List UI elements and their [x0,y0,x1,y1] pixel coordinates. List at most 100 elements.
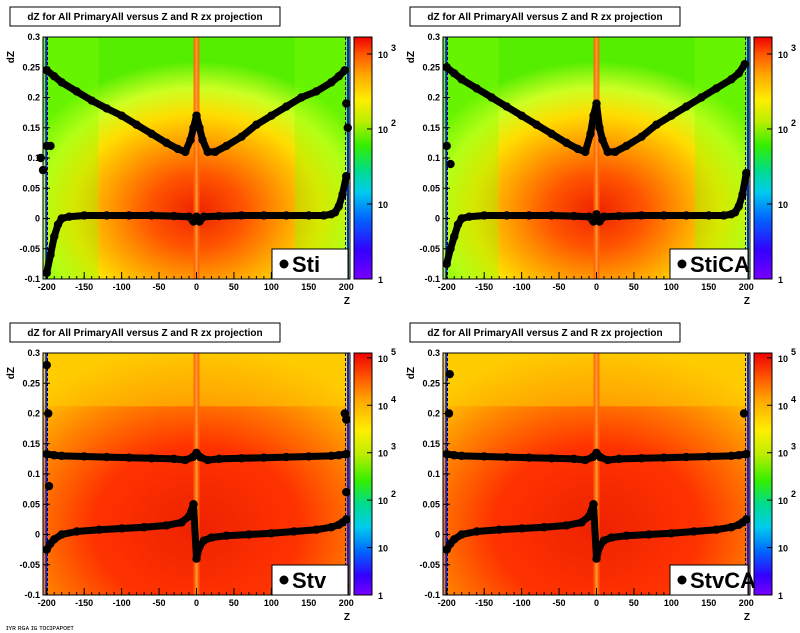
series-trace [443,169,750,268]
y-tick-label: 0 [435,214,440,224]
x-tick-label: 150 [701,282,716,292]
x-axis-label: Z [344,296,350,307]
y-tick-label: -0.05 [19,560,40,570]
series-trace [443,500,750,563]
data-point [444,409,454,418]
y-tick-label: -0.05 [19,244,40,254]
z-tick-exponent: 5 [391,347,396,357]
x-tick-label: 100 [264,598,279,608]
data-point [442,141,451,151]
legend-label: StvCA [690,568,756,593]
y-tick-label: 0.2 [27,93,40,103]
series-trace [443,449,750,464]
x-tick-label: -100 [513,282,531,292]
x-tick-label: -150 [75,598,93,608]
x-tick-label: 50 [229,598,239,608]
data-point [46,141,55,151]
footer-text: ɪʏʀ ʀɢᴀ ɪɢ ᴛᴏᴄɪᴘᴀᴘᴏᴇᴛ [6,625,75,632]
y-tick-label: 0.05 [22,499,40,509]
x-tick-label: 150 [701,598,716,608]
z-tick-label: 1 [378,591,383,601]
legend-marker [677,575,687,585]
y-tick-label: 0.1 [427,153,440,163]
z-tick-label: 10 [778,544,788,554]
data-point [446,159,455,169]
z-tick-label: 10 [778,496,788,506]
x-tick-label: -50 [153,282,166,292]
z-tick-exponent: 2 [791,118,796,128]
legend-label: StiCA [690,252,750,277]
x-tick-label: -50 [553,598,566,608]
x-tick-label: 150 [301,282,316,292]
z-tick-label: 10 [778,125,788,135]
x-tick-label: 100 [664,282,679,292]
z-tick-exponent: 3 [791,43,796,53]
z-tick-label: 10 [378,50,388,60]
x-tick-label: 50 [229,282,239,292]
data-point [342,415,351,424]
x-tick-label: -150 [475,282,493,292]
heatmap-ridge-core [595,353,598,595]
x-tick-label: -150 [75,282,93,292]
series-trace [43,172,350,277]
x-tick-label: 200 [739,598,754,608]
x-tick-label: 0 [594,598,599,608]
title-box [409,322,681,343]
legend-marker [279,259,289,269]
data-point [36,153,45,163]
z-tick-label: 10 [778,200,788,210]
legend-marker [677,259,687,269]
panel-sti: dZ for All PrimaryAll versus Z and R zx … [6,6,396,307]
y-tick-label: 0.2 [427,93,440,103]
chart-title: dZ for All PrimaryAll versus Z and R zx … [427,328,662,339]
x-tick-label: 100 [264,282,279,292]
x-tick-label: 0 [194,598,199,608]
z-tick-label: 1 [778,275,783,285]
x-tick-label: 0 [194,282,199,292]
y-tick-label: 0.2 [427,409,440,419]
z-tick-exponent: 3 [391,43,396,53]
y-axis-label: dZ [6,51,17,63]
x-tick-label: 200 [739,282,754,292]
x-tick-label: -100 [113,598,131,608]
data-point [739,409,749,418]
data-point [42,360,51,370]
z-tick-label: 10 [378,125,388,135]
heatmap-ridge-core [195,37,198,279]
y-axis-label: dZ [6,367,17,379]
series-trace [43,500,350,563]
y-axis-label: dZ [406,51,417,63]
panel-stvca: dZ for All PrimaryAll versus Z and R zx … [406,322,796,623]
x-tick-label: -150 [475,598,493,608]
y-tick-label: 0.25 [422,62,440,72]
z-tick-label: 10 [378,354,388,364]
y-tick-label: 0.15 [422,439,440,449]
y-tick-label: -0.1 [24,274,40,284]
y-tick-label: -0.1 [24,590,40,600]
z-tick-exponent: 5 [791,347,796,357]
y-tick-label: 0 [35,214,40,224]
series-trace [443,60,749,156]
y-tick-label: 0.2 [27,409,40,419]
y-tick-label: -0.05 [419,244,440,254]
z-tick-label: 10 [378,200,388,210]
x-tick-label: -100 [113,282,131,292]
title-box [409,6,681,27]
z-tick-label: 10 [378,544,388,554]
y-tick-label: 0.3 [27,32,40,42]
data-point [38,165,48,175]
z-tick-label: 10 [378,496,388,506]
x-axis-label: Z [744,612,750,623]
data-point [343,123,352,132]
y-tick-label: 0.15 [22,439,40,449]
chart-title: dZ for All PrimaryAll versus Z and R zx … [427,12,662,23]
z-tick-exponent: 2 [391,489,396,499]
x-tick-label: -200 [38,598,56,608]
y-tick-label: 0.05 [422,499,440,509]
data-point [445,369,454,379]
y-tick-label: 0.15 [422,123,440,133]
y-tick-label: 0.05 [422,183,440,193]
x-tick-label: -200 [438,282,456,292]
z-tick-exponent: 4 [391,394,396,404]
